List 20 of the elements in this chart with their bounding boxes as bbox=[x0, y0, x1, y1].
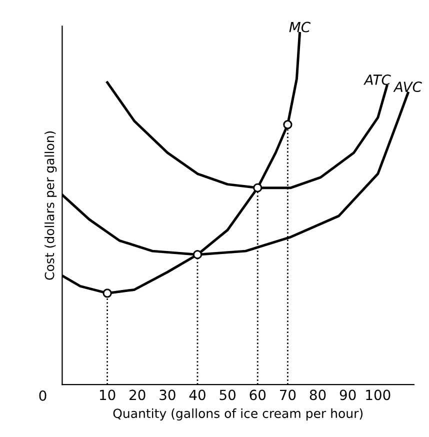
series-label: MC bbox=[289, 22, 311, 32]
x-axis-title: Quantity (gallons of ice cream per hour) bbox=[113, 408, 363, 421]
point bbox=[102, 288, 112, 298]
text: 0 bbox=[39, 390, 46, 401]
x-tick-label: 80 bbox=[310, 390, 326, 400]
x-tick-label: 90 bbox=[340, 390, 356, 400]
y-axis-title: Cost (dollars per gallon) bbox=[44, 131, 57, 280]
x-tick-label: 40 bbox=[189, 390, 206, 400]
series-label: AVC bbox=[393, 82, 422, 92]
series-label: ATC bbox=[364, 74, 391, 86]
x-tick-label: 30 bbox=[160, 390, 176, 400]
x-tick-label: 10 bbox=[100, 390, 116, 400]
point bbox=[192, 250, 202, 260]
x-tick-label: 70 bbox=[280, 390, 296, 400]
point bbox=[283, 120, 292, 130]
point bbox=[253, 183, 262, 192]
x-tick-label: 20 bbox=[130, 390, 146, 400]
x-tick-label: 60 bbox=[250, 390, 266, 400]
x-tick-label: 50 bbox=[220, 390, 236, 400]
x-tick-label: 100 bbox=[366, 390, 390, 400]
